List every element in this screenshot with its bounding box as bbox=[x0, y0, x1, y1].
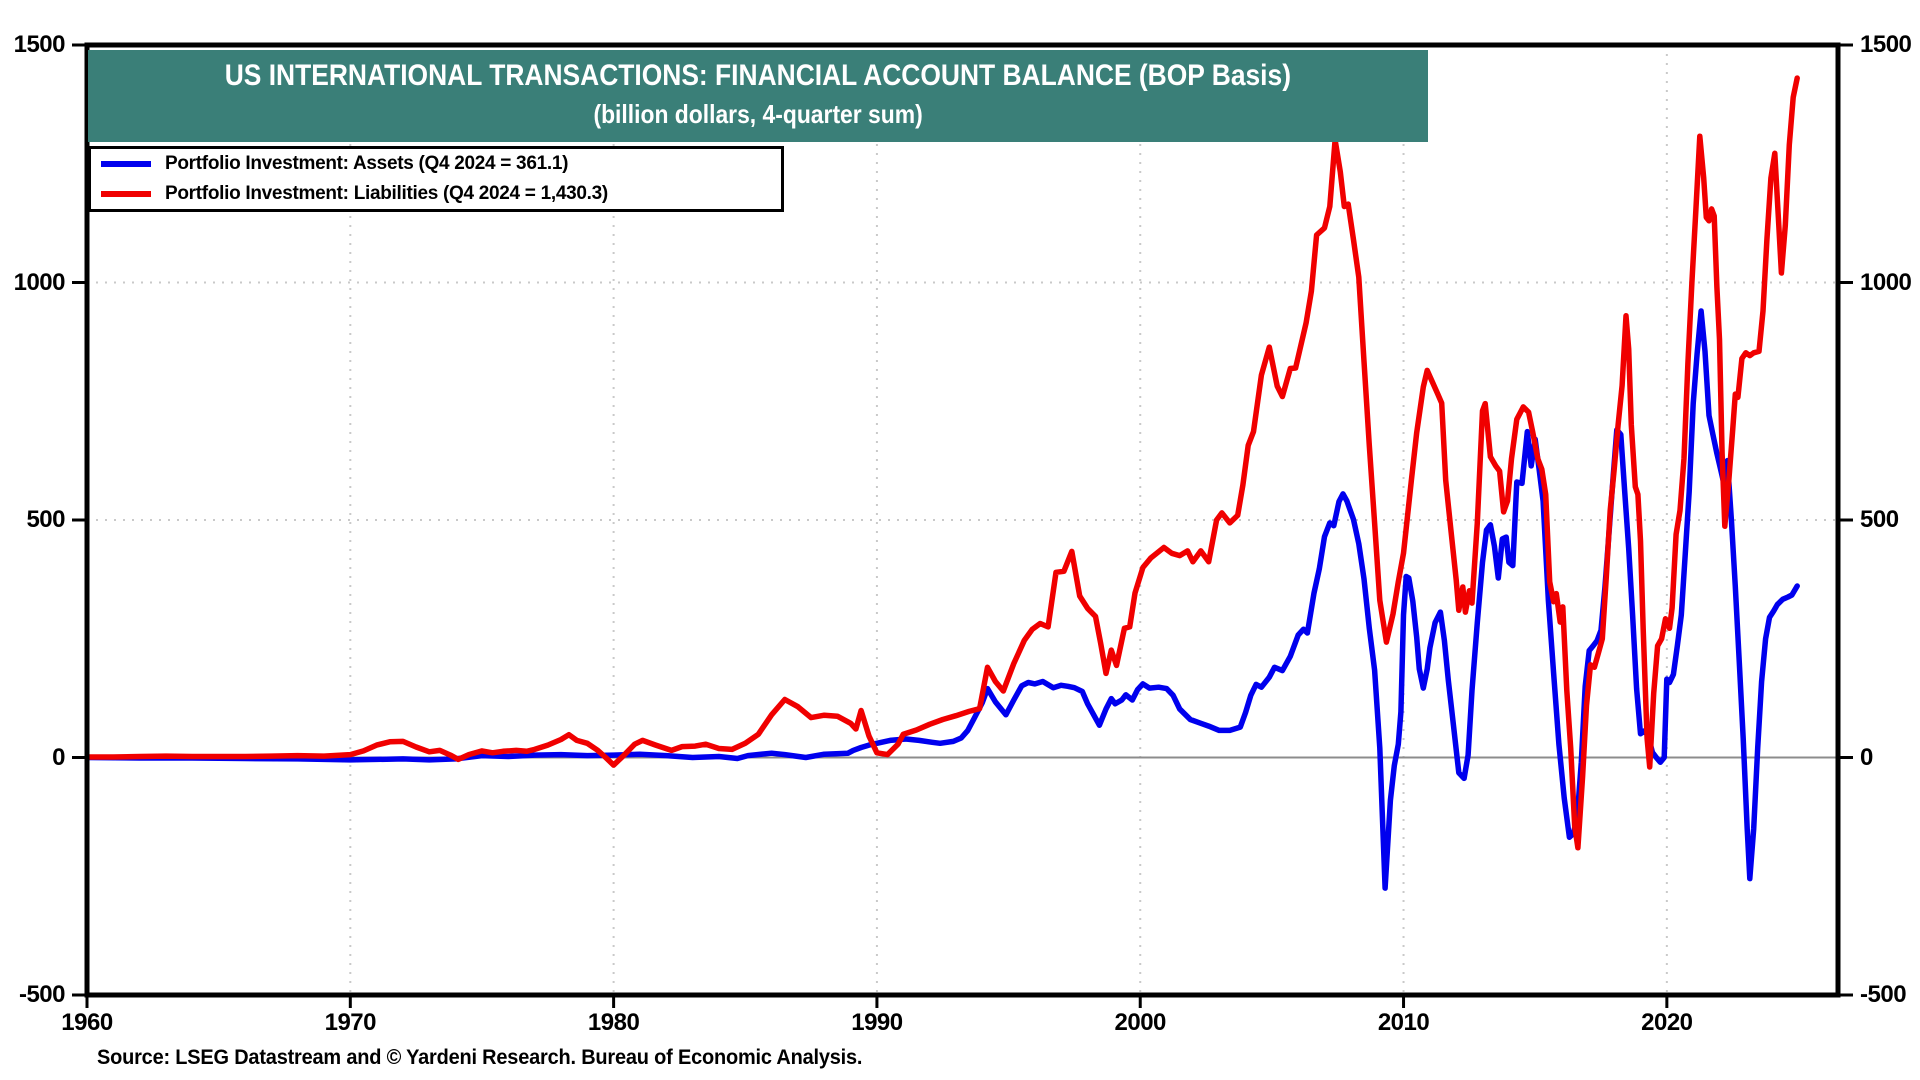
x-axis-label: 2000 bbox=[1114, 1009, 1167, 1036]
y-axis-label-left: 1500 bbox=[13, 31, 66, 58]
legend-box: Portfolio Investment: Assets (Q4 2024 = … bbox=[88, 146, 784, 212]
assets-line bbox=[84, 308, 1800, 891]
title-banner: US INTERNATIONAL TRANSACTIONS: FINANCIAL… bbox=[88, 50, 1428, 142]
y-axis-label-right: 500 bbox=[1860, 506, 1899, 533]
x-axis-label: 1980 bbox=[587, 1009, 640, 1036]
x-axis-label: 2020 bbox=[1641, 1009, 1693, 1036]
x-axis-label: 1990 bbox=[851, 1009, 903, 1036]
y-axis-label-left: -500 bbox=[18, 981, 66, 1008]
assets-line-swatch bbox=[101, 161, 151, 167]
chart-subtitle: (billion dollars, 4-quarter sum) bbox=[593, 99, 923, 129]
x-axis-label: 1970 bbox=[324, 1009, 377, 1036]
y-axis-label-left: 0 bbox=[52, 743, 65, 771]
y-axis-label-right: -500 bbox=[1860, 981, 1907, 1008]
legend-label-liabilities: Portfolio Investment: Liabilities (Q4 20… bbox=[165, 183, 608, 204]
legend-label-assets: Portfolio Investment: Assets (Q4 2024 = … bbox=[165, 153, 569, 174]
y-axis-label-right: 1000 bbox=[1860, 268, 1912, 296]
liabilities-line-swatch bbox=[101, 191, 151, 197]
y-axis-label-right: 1500 bbox=[1860, 31, 1912, 58]
y-axis-label-right: 0 bbox=[1860, 743, 1873, 771]
legend-item-liabilities: Portfolio Investment: Liabilities (Q4 20… bbox=[91, 179, 781, 209]
x-axis-label: 2010 bbox=[1377, 1009, 1430, 1036]
chart-title: US INTERNATIONAL TRANSACTIONS: FINANCIAL… bbox=[224, 59, 1292, 92]
source-note: Source: LSEG Datastream and © Yardeni Re… bbox=[97, 1046, 863, 1069]
legend-item-assets: Portfolio Investment: Assets (Q4 2024 = … bbox=[91, 149, 781, 179]
x-axis-label: 1960 bbox=[61, 1009, 113, 1036]
y-axis-label-left: 1000 bbox=[13, 268, 66, 296]
y-axis-label-left: 500 bbox=[26, 506, 65, 533]
liabilities-line bbox=[84, 75, 1800, 851]
